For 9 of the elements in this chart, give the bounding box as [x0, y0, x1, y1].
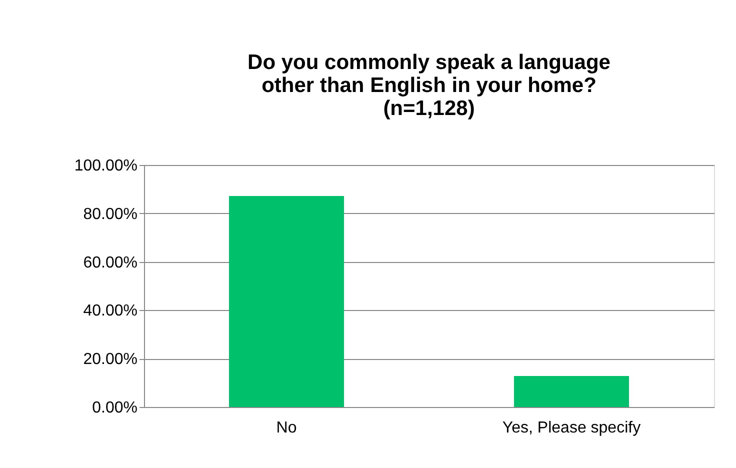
y-tick-label: 60.00% — [83, 254, 138, 272]
y-tick-label: 40.00% — [83, 302, 138, 320]
y-tick-label: 0.00% — [92, 400, 138, 416]
y-tick-label: 20.00% — [83, 351, 138, 368]
chart-title: Do you commonly speak a language other than English in your home? (n=1,128) — [248, 51, 610, 120]
x-tick-label: Yes, Please specify — [502, 420, 641, 436]
y-tick-label: 80.00% — [83, 206, 138, 223]
y-tick-label: 100.00% — [74, 158, 138, 174]
x-tick-label: No — [276, 420, 297, 436]
